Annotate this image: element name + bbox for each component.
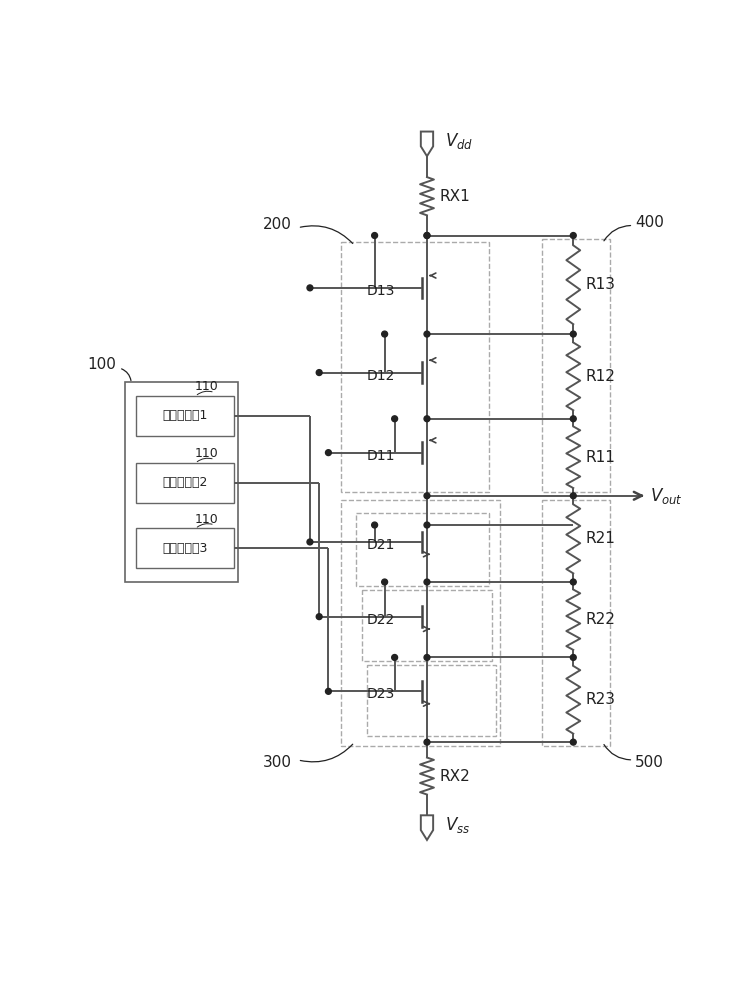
Text: $V_{dd}$: $V_{dd}$ (445, 131, 474, 151)
Circle shape (570, 739, 576, 745)
Text: R23: R23 (586, 692, 616, 707)
Circle shape (392, 655, 398, 660)
Text: 400: 400 (635, 215, 664, 230)
Text: $V_{out}$: $V_{out}$ (650, 486, 683, 506)
Text: R11: R11 (586, 450, 615, 465)
Circle shape (570, 416, 576, 422)
Text: R12: R12 (586, 369, 615, 384)
Text: D11: D11 (366, 449, 395, 463)
Text: 寄存器单剃2: 寄存器单剃2 (162, 476, 208, 489)
Text: D12: D12 (366, 369, 395, 383)
Text: RX1: RX1 (439, 189, 470, 204)
Text: R22: R22 (586, 612, 615, 627)
Text: 110: 110 (195, 447, 219, 460)
Circle shape (326, 688, 332, 694)
Circle shape (424, 233, 430, 238)
Circle shape (317, 614, 322, 620)
Circle shape (570, 579, 576, 585)
Circle shape (570, 493, 576, 499)
Text: D21: D21 (366, 538, 395, 552)
Circle shape (570, 233, 576, 238)
Circle shape (371, 233, 378, 238)
Circle shape (424, 416, 430, 422)
Circle shape (317, 370, 322, 375)
Text: 110: 110 (195, 513, 219, 526)
Circle shape (570, 331, 576, 337)
Text: 100: 100 (87, 357, 116, 372)
Circle shape (424, 522, 430, 528)
Text: 寄存器单关3: 寄存器单关3 (162, 542, 208, 555)
Text: 110: 110 (195, 380, 219, 393)
Text: 300: 300 (263, 755, 293, 770)
Circle shape (424, 233, 430, 238)
Text: $V_{ss}$: $V_{ss}$ (445, 815, 471, 835)
Circle shape (424, 655, 430, 660)
Circle shape (424, 739, 430, 745)
Circle shape (326, 450, 332, 456)
Circle shape (307, 285, 313, 291)
Circle shape (424, 331, 430, 337)
Circle shape (424, 493, 430, 499)
Circle shape (392, 416, 398, 422)
Circle shape (382, 331, 387, 337)
Text: 200: 200 (263, 217, 293, 232)
Text: R21: R21 (586, 531, 615, 546)
Text: D23: D23 (367, 687, 395, 701)
Circle shape (424, 579, 430, 585)
Circle shape (382, 579, 387, 585)
Text: 500: 500 (635, 755, 664, 770)
Text: 寄存器单关1: 寄存器单关1 (162, 409, 208, 422)
Text: D13: D13 (366, 284, 395, 298)
Circle shape (371, 522, 378, 528)
Circle shape (570, 655, 576, 660)
Text: R13: R13 (586, 277, 616, 292)
Text: D22: D22 (367, 613, 395, 627)
Circle shape (307, 539, 313, 545)
Text: RX2: RX2 (439, 769, 470, 784)
